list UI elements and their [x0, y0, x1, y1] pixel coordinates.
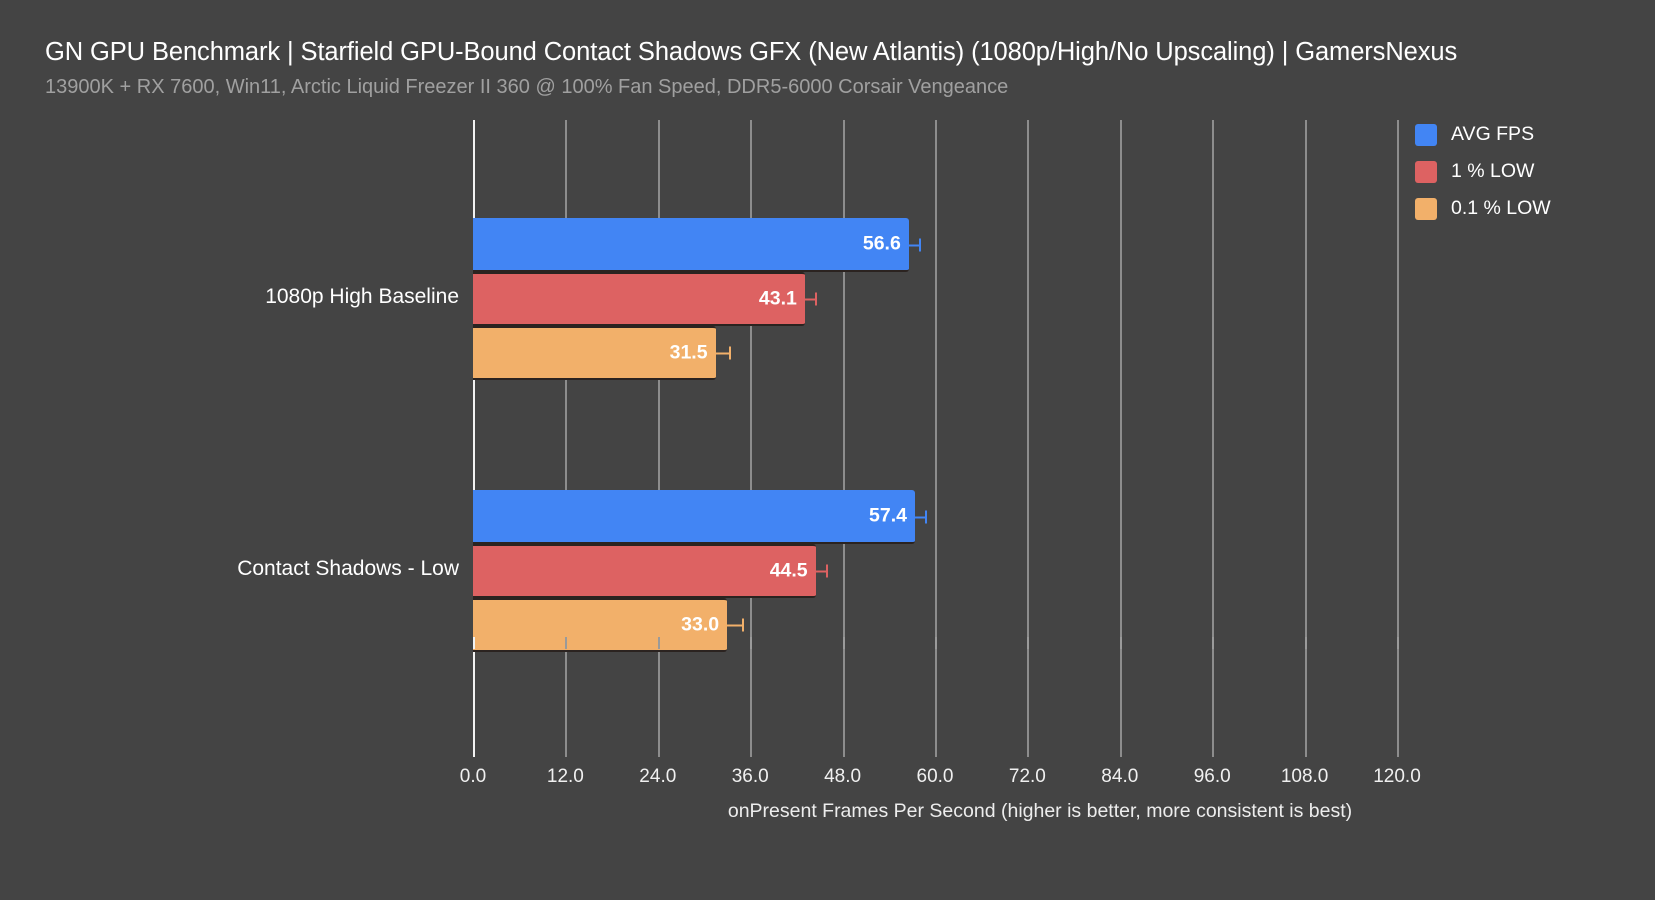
x-axis-title-text: onPresent Frames Per Second (higher is b…	[727, 800, 1353, 822]
error-bar-line	[813, 570, 828, 572]
bar[interactable]: 33.0	[473, 598, 728, 652]
gridline	[750, 120, 753, 757]
error-bar-cap	[813, 564, 816, 578]
x-tick-mark	[1212, 637, 1215, 649]
error-bar-line	[912, 516, 927, 518]
gridline	[1119, 120, 1122, 757]
error-bar-line	[713, 352, 731, 354]
gridline	[935, 120, 937, 757]
x-tick-label: 0.0	[459, 766, 487, 787]
x-tick-label: 60.0	[916, 766, 954, 787]
error-bar-cap	[713, 346, 716, 360]
bar-value-label: 31.5	[669, 341, 708, 364]
x-tick-mark	[565, 637, 568, 649]
x-tick-label: 24.0	[639, 766, 677, 787]
error-bar-cap	[814, 292, 817, 306]
x-tick-label: 72.0	[1008, 766, 1046, 787]
chart-title: GN GPU Benchmark | Starfield GPU-Bound C…	[45, 38, 1458, 66]
x-tick-label: 48.0	[824, 766, 862, 787]
x-axis-title: onPresent Frames Per Second (higher is b…	[0, 800, 1655, 823]
error-bar-line	[802, 298, 817, 300]
x-tick-mark	[935, 637, 937, 649]
legend-label: 0.1 % LOW	[1451, 197, 1551, 219]
legend-item[interactable]: 1 % LOW	[1415, 153, 1551, 190]
bar[interactable]: 43.1	[473, 272, 805, 326]
x-tick-mark	[1397, 637, 1399, 649]
legend-label: 1 % LOW	[1451, 160, 1535, 182]
gridline	[1304, 120, 1307, 757]
category-label: 1080p High Baseline	[265, 285, 459, 308]
error-bar-cap	[918, 238, 921, 252]
bar-value-label: 33.0	[681, 613, 720, 636]
error-bar-cap	[728, 346, 731, 360]
x-tick-label: 36.0	[731, 766, 769, 787]
gridline	[842, 120, 845, 757]
gridline	[1027, 120, 1030, 757]
legend-item[interactable]: 0.1 % LOW	[1415, 190, 1551, 227]
x-tick-label: 96.0	[1193, 766, 1231, 787]
legend-swatch	[1415, 160, 1437, 183]
error-bar-cap	[924, 510, 927, 524]
gridline	[565, 120, 568, 757]
error-bar-line	[906, 244, 921, 246]
bar-value-label: 43.1	[758, 287, 797, 310]
error-bar	[906, 238, 921, 252]
bar[interactable]: 31.5	[473, 326, 716, 380]
error-bar-cap	[912, 510, 915, 524]
y-axis-line	[473, 120, 475, 757]
x-tick-mark	[842, 637, 845, 649]
x-tick-mark	[657, 637, 660, 649]
error-bar-line	[725, 624, 744, 626]
x-tick-mark	[473, 637, 475, 649]
error-bar	[912, 510, 927, 524]
legend-swatch	[1415, 123, 1437, 146]
chart-subtitle: 13900K + RX 7600, Win11, Arctic Liquid F…	[45, 76, 1009, 98]
category-label: Contact Shadows - Low	[237, 557, 459, 580]
error-bar	[802, 292, 817, 306]
bar[interactable]: 44.5	[473, 544, 816, 598]
x-tick-mark	[1027, 637, 1030, 649]
x-tick-mark	[750, 637, 753, 649]
x-tick-mark	[1119, 637, 1122, 649]
error-bar-cap	[825, 564, 828, 578]
x-tick-label: 120.0	[1373, 766, 1421, 787]
legend: AVG FPS 1 % LOW 0.1 % LOW	[1415, 116, 1551, 227]
error-bar-cap	[741, 618, 744, 632]
bar-value-label: 44.5	[769, 559, 808, 582]
error-bar-cap	[802, 292, 805, 306]
bar[interactable]: 56.6	[473, 218, 909, 272]
plot-area: 56.6 43.1 31.5 57.4 44.5 33.0	[473, 120, 1399, 757]
x-tick-mark	[1304, 637, 1307, 649]
x-tick-label: 84.0	[1101, 766, 1139, 787]
bar[interactable]: 57.4	[473, 490, 915, 544]
bar-value-label: 57.4	[869, 504, 907, 527]
error-bar	[713, 346, 731, 360]
gridline	[657, 120, 660, 757]
legend-label: AVG FPS	[1451, 123, 1535, 145]
error-bar-cap	[906, 238, 909, 252]
legend-swatch	[1415, 197, 1437, 220]
gridline	[1212, 120, 1215, 757]
gridline	[1397, 120, 1399, 757]
legend-item[interactable]: AVG FPS	[1415, 116, 1551, 153]
error-bar	[813, 564, 828, 578]
x-tick-label: 12.0	[546, 766, 584, 787]
error-bar-cap	[725, 618, 728, 632]
bar-value-label: 56.6	[862, 232, 901, 255]
x-tick-label: 108.0	[1280, 766, 1329, 787]
error-bar	[725, 618, 744, 632]
